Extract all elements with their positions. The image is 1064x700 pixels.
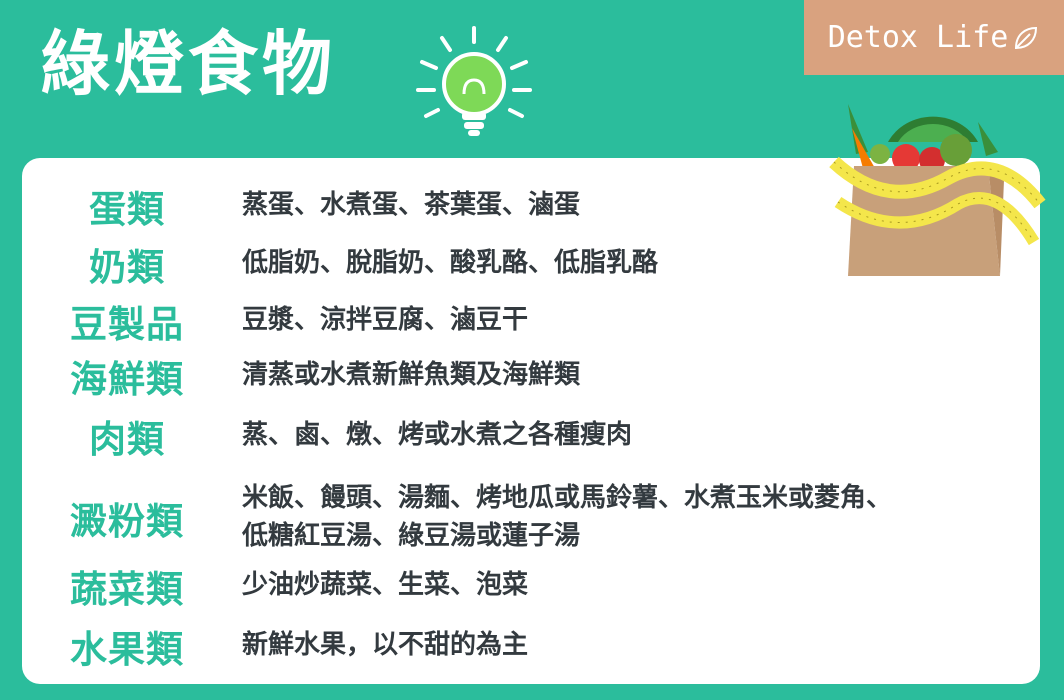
food-row-starch: 澱粉類 米飯、饅頭、湯麵、烤地瓜或馬鈴薯、水煮玉米或菱角、 低糖紅豆湯、綠豆湯或… <box>22 476 892 560</box>
category-items: 低脂奶、脫脂奶、酸乳酪、低脂乳酪 <box>242 248 659 279</box>
brand-badge: Detox Life <box>804 0 1064 75</box>
leaf-icon <box>1015 26 1038 49</box>
food-row-seafood: 海鮮類 清蒸或水煮新鮮魚類及海鮮類 <box>22 348 580 404</box>
lightbulb-icon <box>416 26 532 136</box>
category-label: 水果類 <box>70 628 184 671</box>
category-label: 蛋類 <box>89 188 165 231</box>
category-label: 奶類 <box>89 246 165 289</box>
category-items-line: 米飯、饅頭、湯麵、烤地瓜或馬鈴薯、水煮玉米或菱角、 <box>242 483 893 514</box>
food-row-fruit: 水果類 新鮮水果，以不甜的為主 <box>22 618 528 674</box>
category-items: 蒸、鹵、燉、烤或水煮之各種瘦肉 <box>242 420 633 451</box>
category-label: 海鮮類 <box>70 358 184 401</box>
category-items: 豆漿、涼拌豆腐、滷豆干 <box>242 305 529 336</box>
food-row-meat: 肉類 蒸、鹵、燉、烤或水煮之各種瘦肉 <box>22 408 632 464</box>
category-items: 新鮮水果，以不甜的為主 <box>242 630 529 661</box>
food-row-eggs: 蛋類 蒸蛋、水煮蛋、茶葉蛋、滷蛋 <box>22 178 580 234</box>
category-label: 蔬菜類 <box>70 568 184 611</box>
vegetable-basket-measuring-tape-icon <box>829 104 1046 276</box>
category-items: 蒸蛋、水煮蛋、茶葉蛋、滷蛋 <box>242 190 581 221</box>
food-row-soy: 豆製品 豆漿、涼拌豆腐、滷豆干 <box>22 293 528 349</box>
food-row-dairy: 奶類 低脂奶、脫脂奶、酸乳酪、低脂乳酪 <box>22 236 658 292</box>
category-label: 澱粉類 <box>70 500 184 543</box>
category-items: 少油炒蔬菜、生菜、泡菜 <box>242 570 529 601</box>
category-items: 清蒸或水煮新鮮魚類及海鮮類 <box>242 360 581 391</box>
food-row-vegetables: 蔬菜類 少油炒蔬菜、生菜、泡菜 <box>22 558 528 614</box>
page-title: 綠燈食物 <box>40 23 336 105</box>
category-label: 肉類 <box>89 418 165 461</box>
category-items-line: 低糖紅豆湯、綠豆湯或蓮子湯 <box>242 521 581 551</box>
category-label: 豆製品 <box>70 303 184 346</box>
brand-name: Detox Life <box>827 20 1009 55</box>
